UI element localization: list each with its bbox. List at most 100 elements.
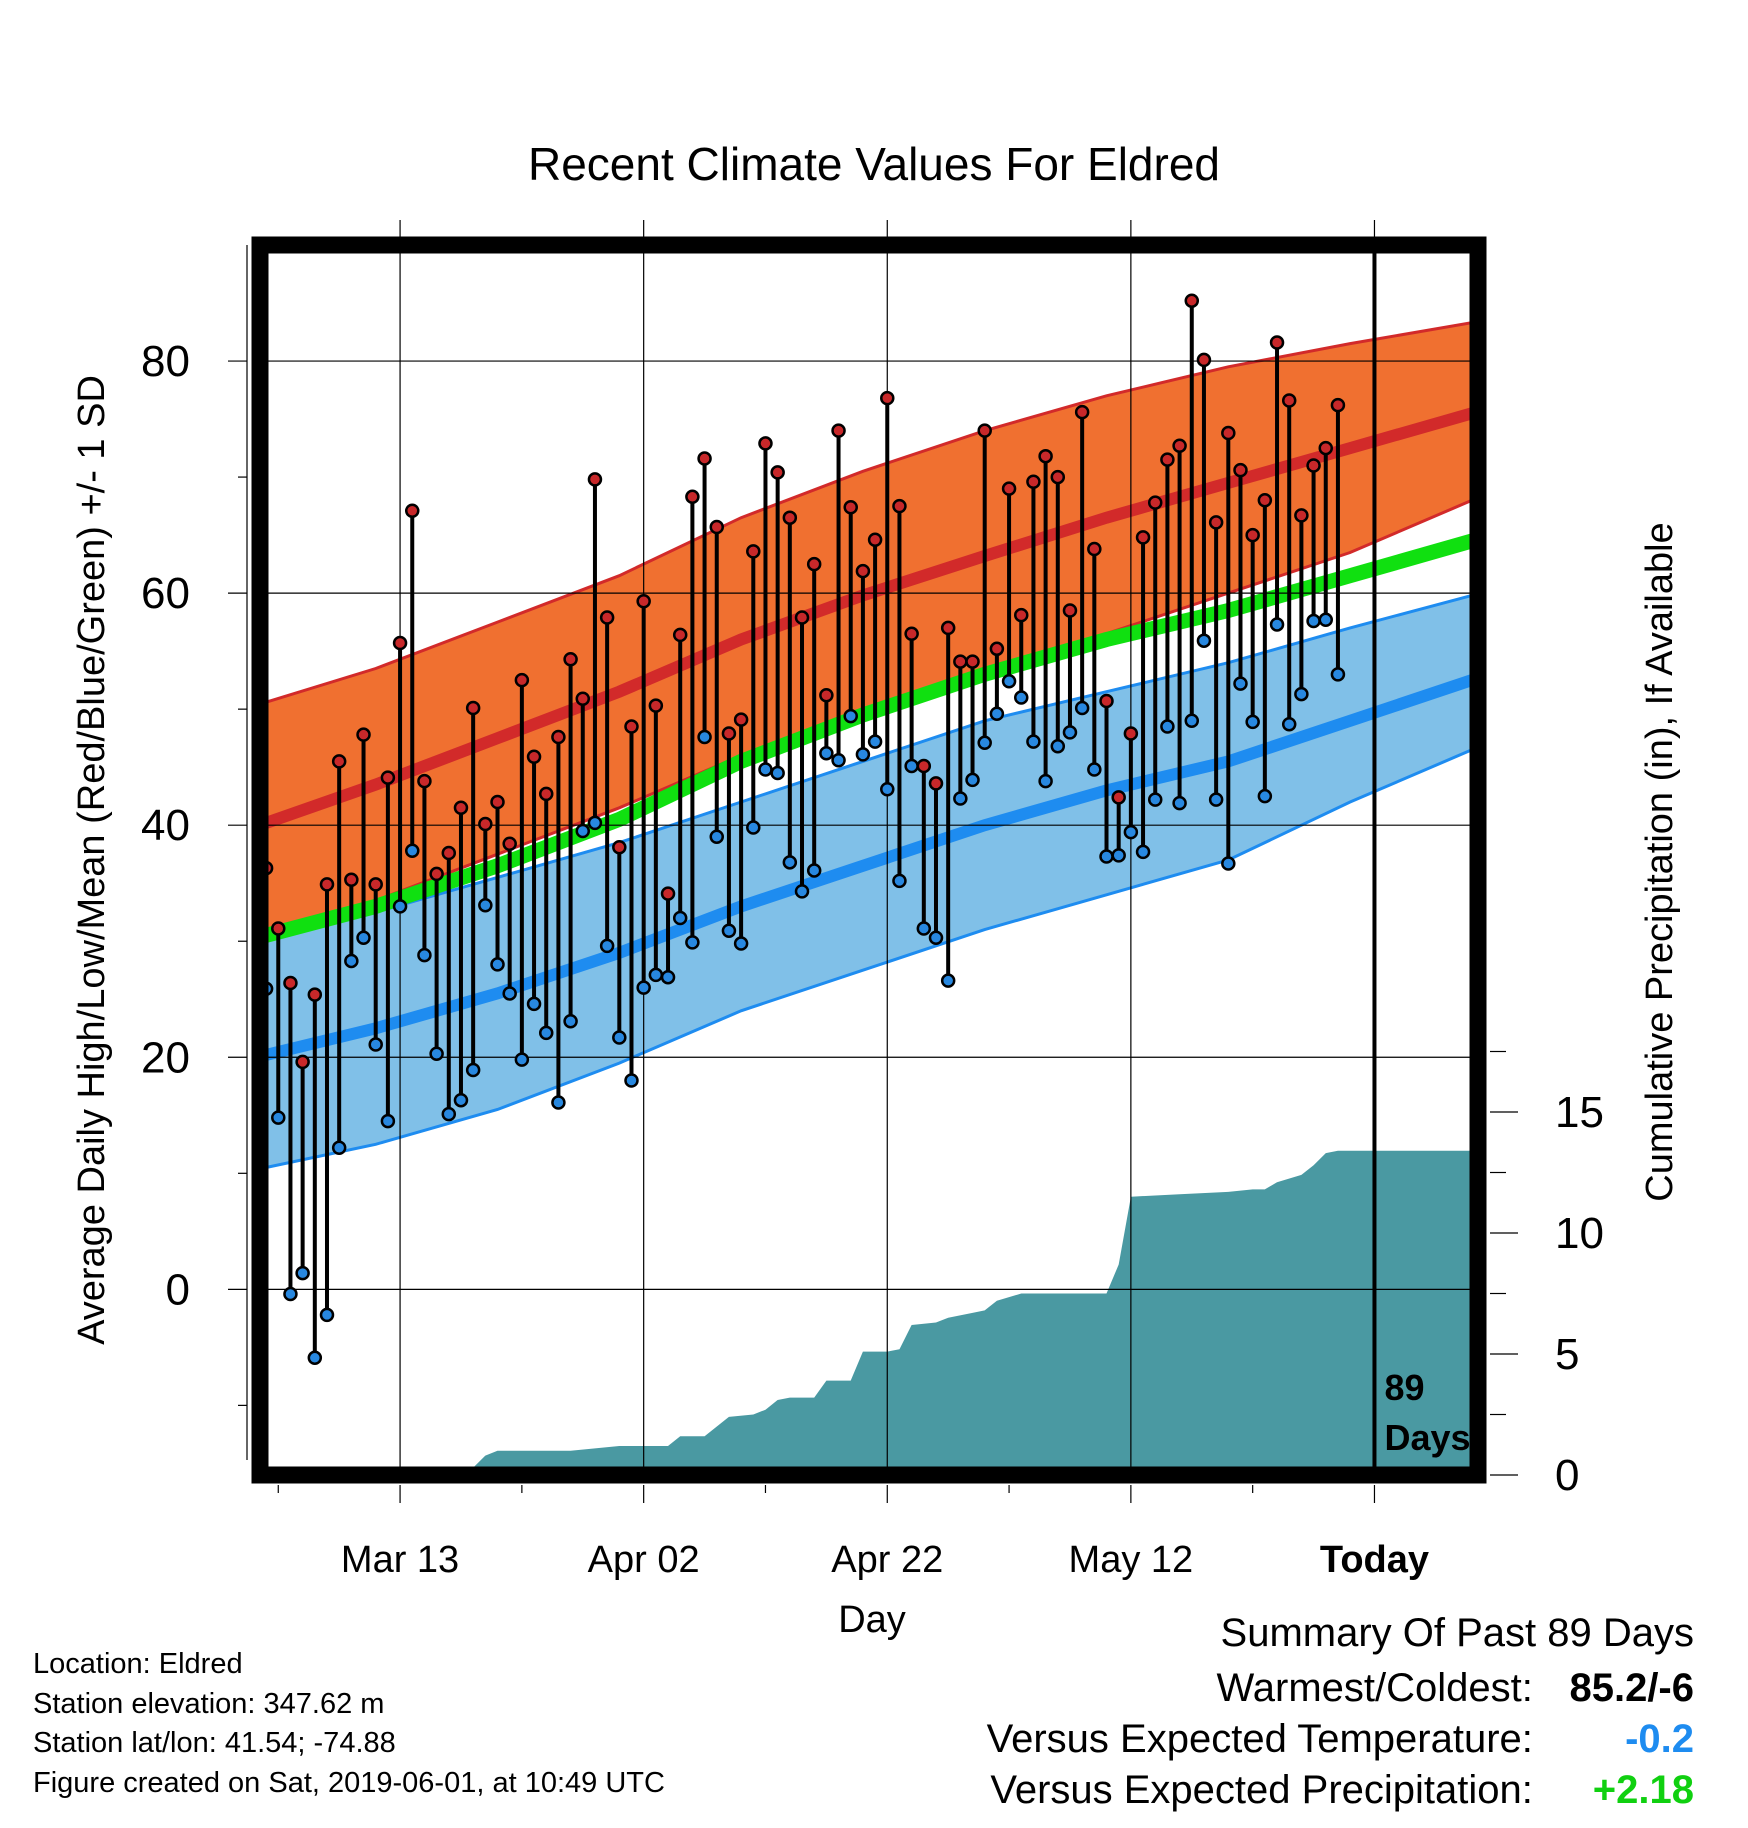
daily-low-point	[636, 980, 651, 995]
daily-low-point	[1111, 848, 1126, 863]
daily-high-point	[1038, 448, 1053, 464]
daily-high-point	[843, 499, 858, 515]
daily-high-point	[283, 975, 298, 991]
daily-low-point	[1038, 773, 1053, 789]
daily-high-point	[271, 921, 286, 936]
daily-high-point	[344, 872, 359, 887]
daily-high-point	[514, 672, 530, 688]
daily-high-point	[1050, 469, 1066, 485]
daily-low-point	[465, 1062, 481, 1078]
daily-high-point	[380, 770, 396, 785]
daily-low-point	[307, 1350, 323, 1366]
daily-high-point	[356, 727, 371, 742]
daily-low-point	[733, 936, 749, 951]
daily-low-point	[453, 1092, 469, 1108]
plot-area: 89 Days 0 20 40 60 80 0 5 10 15 Mar 13 Apr 02 Apr 22 M…	[141, 220, 1604, 1581]
daily-high-point	[648, 698, 664, 713]
daily-high-point	[758, 436, 773, 451]
daily-low-point	[1330, 667, 1346, 682]
daily-low-point	[770, 765, 785, 781]
daily-high-point	[1281, 393, 1297, 408]
y-tick-label: 60	[141, 569, 190, 618]
daily-high-point	[855, 563, 871, 579]
daily-low-point	[746, 820, 761, 835]
daily-low-point	[368, 1037, 383, 1052]
daily-low-point	[1160, 719, 1175, 734]
daily-low-point	[587, 815, 603, 831]
y-tick-label: 0	[166, 1265, 190, 1314]
daily-low-point	[1099, 849, 1114, 864]
y-tick-label: 80	[141, 337, 190, 386]
daily-low-point	[1135, 844, 1151, 860]
daily-high-point	[538, 786, 554, 802]
daily-low-point	[1221, 856, 1236, 871]
daily-high-point	[612, 839, 627, 855]
daily-low-point	[892, 873, 907, 889]
daily-high-point	[1074, 404, 1090, 420]
daily-low-point	[599, 938, 615, 954]
daily-high-point	[551, 729, 566, 745]
daily-high-point	[1245, 527, 1260, 543]
daily-high-point	[1318, 440, 1333, 456]
daily-low-point	[709, 829, 724, 845]
daily-low-point	[1318, 612, 1333, 628]
daily-low-point	[356, 930, 371, 945]
daily-high-point	[295, 1054, 310, 1070]
daily-low-point	[344, 953, 359, 969]
daily-low-point	[526, 996, 542, 1012]
cumulative-precip-area	[266, 1150, 1472, 1475]
daily-low-point	[624, 1073, 639, 1088]
daily-high-point	[307, 987, 323, 1002]
daily-high-point	[806, 556, 822, 572]
daily-high-point	[1221, 425, 1236, 441]
daily-high-point	[892, 498, 907, 514]
daily-high-point	[1087, 541, 1102, 557]
daily-high-point	[940, 620, 956, 636]
x-tick-label: Today	[1320, 1539, 1429, 1581]
daily-high-point	[904, 626, 919, 641]
daily-high-point	[685, 489, 700, 505]
daily-high-point	[1111, 790, 1126, 805]
daily-low-point	[1196, 633, 1212, 648]
y2-tick-label: 0	[1555, 1451, 1579, 1500]
daily-high-point	[1306, 458, 1321, 473]
station-location: Location: Eldred	[33, 1648, 243, 1680]
daily-high-point	[867, 532, 883, 547]
daily-low-point	[1233, 676, 1248, 691]
daily-low-point	[563, 1014, 578, 1029]
daily-low-point	[953, 791, 968, 806]
daily-low-point	[1147, 792, 1163, 807]
daily-low-point	[1026, 734, 1041, 749]
y2-axis-label: Cumulative Precipitation (in), If Availa…	[1639, 522, 1681, 1201]
daily-low-point	[1208, 792, 1224, 807]
y2-tick-label: 15	[1555, 1088, 1604, 1137]
station-elevation: Station elevation: 347.62 m	[33, 1687, 385, 1720]
daily-low-point	[283, 1286, 298, 1302]
precip-departure-label: Versus Expected Precipitation:	[990, 1768, 1533, 1812]
daily-high-point	[490, 794, 505, 810]
daily-high-point	[733, 712, 749, 727]
daily-high-point	[770, 465, 785, 480]
x-tick-label: Apr 22	[831, 1539, 943, 1581]
summary-title: Summary Of Past 89 Days	[1220, 1611, 1694, 1655]
summary-temp-row: Versus Expected Temperature: -0.2	[987, 1714, 1694, 1765]
daily-high-point	[1233, 462, 1248, 478]
daily-high-point	[1257, 493, 1273, 508]
daily-high-point	[746, 544, 761, 559]
y2-tick-label: 5	[1555, 1330, 1579, 1379]
x-axis-label: Day	[838, 1599, 906, 1640]
daily-low-point	[940, 973, 956, 988]
daily-high-point	[672, 627, 688, 643]
daily-low-point	[855, 747, 871, 762]
daily-low-point	[1062, 725, 1078, 740]
daily-low-point	[660, 969, 676, 985]
daily-low-point	[685, 935, 700, 950]
daily-high-point	[1269, 335, 1285, 350]
daily-low-point	[1087, 762, 1102, 777]
daily-low-point	[490, 957, 505, 972]
daily-low-point	[429, 1046, 444, 1062]
daily-low-point	[989, 706, 1005, 722]
plot-content	[260, 245, 1478, 1475]
daily-low-point	[441, 1106, 457, 1122]
daily-low-point	[392, 899, 408, 914]
